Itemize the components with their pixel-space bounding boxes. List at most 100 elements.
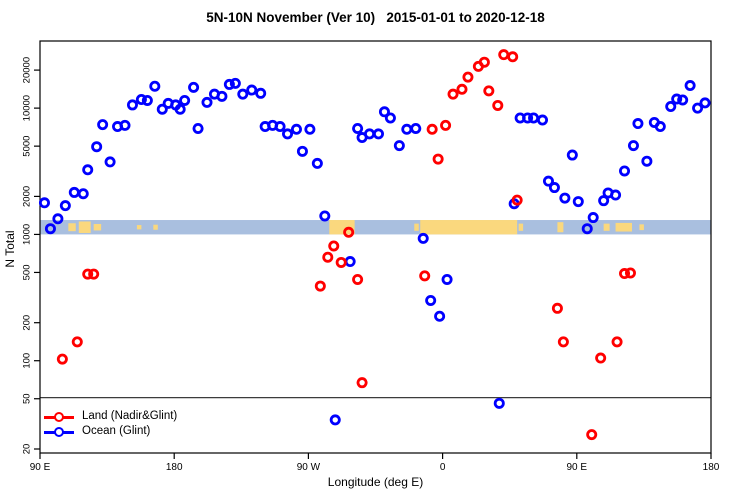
ocean-data-point (229, 77, 241, 89)
land-patch (153, 224, 158, 230)
ocean-data-point (627, 140, 639, 152)
ocean-data-point (654, 121, 666, 133)
ocean-data-point (274, 121, 286, 133)
ocean-data-point (566, 149, 578, 161)
land-patch (639, 224, 644, 231)
ocean-data-point (684, 80, 696, 92)
land-data-point (335, 256, 347, 268)
land-data-point (624, 267, 636, 279)
ocean-series-symbol (44, 426, 74, 438)
land-series-symbol (44, 411, 74, 423)
land-data-point (343, 226, 355, 238)
y-tick-label: 2000 (22, 186, 33, 207)
ocean-data-point (59, 200, 71, 212)
land-data-point (88, 268, 100, 280)
ocean-data-point (119, 119, 131, 131)
y-tick-label: 50 (22, 393, 33, 404)
ocean-data-point (188, 81, 200, 93)
land-data-point (507, 51, 519, 63)
land-data-point (557, 336, 569, 348)
y-tick-label: 20 (22, 444, 33, 455)
land-data-point (595, 352, 607, 364)
land-patch (68, 223, 76, 232)
land-patch (420, 220, 518, 235)
x-tick-label: 180 (166, 462, 183, 473)
y-tick-label: 100 (22, 353, 33, 369)
ocean-data-point (542, 175, 554, 187)
ocean-data-point (528, 112, 540, 124)
y-tick-label: 10000 (22, 95, 33, 121)
land-data-point (498, 49, 510, 61)
land-data-point (426, 123, 438, 135)
ocean-data-point (671, 93, 683, 105)
land-data-point (586, 429, 598, 441)
land-data-point (611, 336, 623, 348)
ocean-data-point (677, 94, 689, 106)
ocean-data-point (296, 145, 308, 157)
land-circle-icon (54, 411, 64, 422)
ocean-data-point (179, 94, 191, 106)
ocean-data-point (632, 118, 644, 130)
land-data-point (456, 83, 468, 95)
x-tick-label: 90 E (567, 462, 588, 473)
land-data-point (71, 336, 83, 348)
land-data-point (440, 119, 452, 131)
land-data-point (492, 99, 504, 111)
ocean-data-point (68, 186, 80, 198)
legend-label-land: Land (Nadir&Glint) (82, 410, 178, 422)
land-data-point (419, 270, 431, 282)
ocean-data-point (246, 84, 258, 96)
ocean-data-point (393, 140, 405, 152)
ocean-data-point (572, 196, 584, 208)
legend-item-land: Land (Nadir&Glint) (44, 409, 177, 424)
ocean-data-point (52, 213, 64, 225)
ocean-data-point (641, 155, 653, 167)
ocean-data-point (201, 96, 213, 108)
ocean-data-point (91, 141, 103, 153)
x-axis-label: Longitude (deg E) (327, 475, 424, 489)
chart-title: 5N-10N November (Ver 10) 2015-01-01 to 2… (206, 10, 545, 25)
ocean-data-point (384, 112, 396, 124)
ocean-data-point (319, 210, 331, 222)
x-tick-label: 0 (440, 462, 446, 473)
land-patch (518, 223, 524, 231)
land-data-point (322, 251, 334, 263)
land-patch (329, 220, 355, 235)
ocean-data-point (581, 223, 593, 235)
x-tick-label: 180 (703, 462, 720, 473)
ocean-data-point (38, 197, 50, 209)
y-tick-label: 20000 (22, 57, 33, 83)
ocean-data-point (141, 94, 153, 106)
ocean-data-point (126, 99, 138, 111)
ocean-data-point (304, 123, 316, 135)
land-data-point (328, 240, 340, 252)
ocean-data-point (44, 223, 56, 235)
ocean-data-point (401, 123, 413, 135)
land-data-point (56, 353, 68, 365)
ocean-data-point (522, 112, 534, 124)
y-tick-label: 200 (22, 315, 33, 331)
ocean-data-point (692, 102, 704, 114)
ocean-data-point (223, 78, 235, 90)
ocean-data-point (255, 87, 267, 99)
ocean-data-point (699, 97, 711, 109)
ocean-circle-icon (54, 426, 64, 437)
ocean-data-point (237, 88, 249, 100)
ocean-data-point (135, 94, 147, 106)
land-data-point (483, 85, 495, 97)
ocean-data-point (149, 80, 161, 92)
x-tick-label: 90 W (297, 462, 321, 473)
y-tick-label: 5000 (22, 136, 33, 157)
land-data-point (478, 56, 490, 68)
land-patch (93, 223, 102, 231)
ocean-data-point (77, 188, 89, 200)
plot-border (39, 40, 712, 454)
ocean-data-point (410, 122, 422, 134)
land-patch (414, 223, 419, 231)
land-data-point (82, 268, 94, 280)
ocean-data-point (311, 157, 323, 169)
land-patch (557, 222, 564, 233)
ocean-data-point (548, 182, 560, 194)
y-tick-label: 500 (22, 265, 33, 281)
